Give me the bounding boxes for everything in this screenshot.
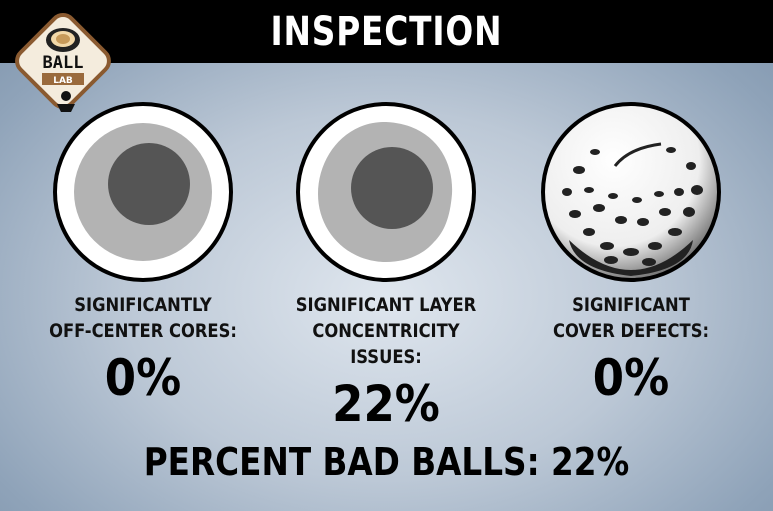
centered-core-cross-section-icon bbox=[53, 102, 233, 282]
golf-ball-cover-icon bbox=[541, 102, 721, 282]
metric-value: 0% bbox=[104, 349, 182, 407]
metric-label: SIGNIFICANT LAYER CONCENTRICITY ISSUES: bbox=[295, 294, 477, 368]
page-title: INSPECTION bbox=[270, 8, 503, 55]
scientist-figure-icon bbox=[57, 91, 75, 112]
metric-value: 0% bbox=[592, 349, 670, 407]
logo-top-text: BALL bbox=[43, 53, 84, 73]
metric-value: 22% bbox=[332, 375, 440, 433]
logo-bottom-text: LAB bbox=[53, 76, 73, 86]
metric-layer-concentricity: SIGNIFICANT LAYER CONCENTRICITY ISSUES: … bbox=[266, 100, 506, 434]
metric-label: SIGNIFICANTLY OFF-CENTER CORES: bbox=[49, 294, 237, 342]
metric-cover-defects: SIGNIFICANT COVER DEFECTS: 0% bbox=[511, 100, 751, 408]
golf-ball-cross-section-icon bbox=[46, 28, 80, 52]
layer-concentricity-cross-section-icon bbox=[296, 102, 476, 282]
metric-off-center-cores: SIGNIFICANTLY OFF-CENTER CORES: 0% bbox=[23, 100, 263, 408]
logo-diamond-icon bbox=[15, 13, 111, 109]
metric-label: SIGNIFICANT COVER DEFECTS: bbox=[552, 294, 710, 342]
header-bar: INSPECTION bbox=[0, 0, 773, 63]
summary-total: PERCENT BAD BALLS: 22% bbox=[143, 440, 630, 484]
ball-lab-logo: BALL LAB bbox=[15, 13, 111, 112]
